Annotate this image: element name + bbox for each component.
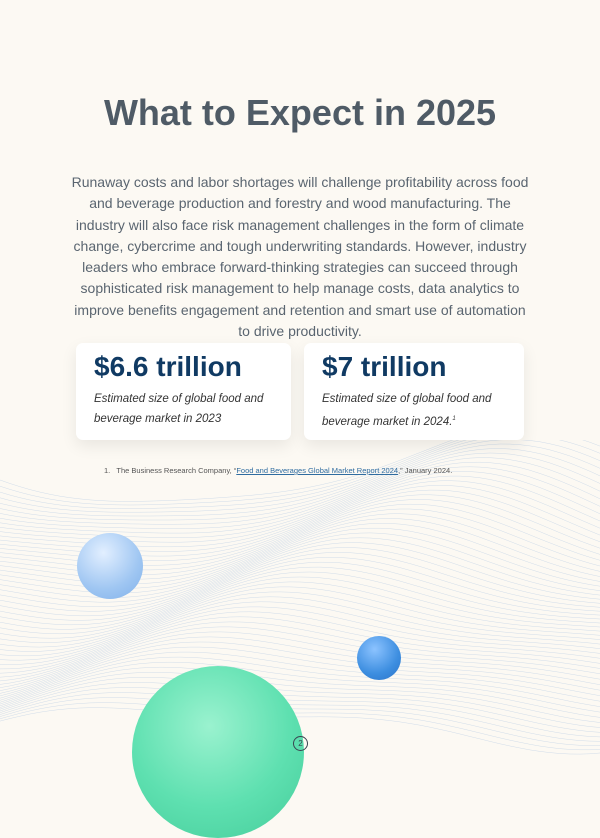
wave-line bbox=[0, 443, 600, 521]
wave-line bbox=[0, 542, 600, 617]
wave-line bbox=[0, 596, 600, 665]
stat-caption: Estimated size of global food and bevera… bbox=[94, 393, 264, 425]
wave-line bbox=[0, 571, 600, 643]
wave-line bbox=[0, 552, 600, 626]
wave-line bbox=[0, 452, 600, 529]
wave-line bbox=[0, 697, 600, 746]
wave-line bbox=[0, 677, 600, 728]
wave-line bbox=[0, 616, 600, 682]
blue-sphere-left bbox=[77, 533, 143, 599]
wave-line bbox=[0, 576, 600, 648]
wave-line bbox=[0, 641, 600, 697]
wave-line bbox=[0, 601, 600, 670]
wave-line bbox=[0, 440, 600, 517]
wave-line bbox=[0, 631, 600, 691]
wave-line bbox=[0, 440, 454, 502]
blue-sphere-right bbox=[357, 636, 401, 680]
stat-value: $6.6 trillion bbox=[94, 351, 242, 382]
wave-line bbox=[0, 636, 600, 694]
wave-line bbox=[0, 672, 600, 723]
wave-line bbox=[0, 687, 600, 738]
intro-paragraph: Runaway costs and labor shortages will c… bbox=[71, 174, 529, 340]
page-title: What to Expect in 2025 bbox=[103, 92, 497, 133]
wave-line bbox=[0, 692, 600, 742]
wave-line bbox=[0, 661, 600, 713]
wave-line bbox=[0, 448, 600, 525]
wave-line bbox=[0, 547, 600, 621]
wave-line bbox=[0, 566, 600, 639]
wave-line bbox=[0, 707, 600, 755]
stat-card-2023: $6.6 trillion Estimated size of global f… bbox=[76, 343, 291, 440]
stat-caption: Estimated size of global food and bevera… bbox=[322, 393, 492, 428]
wave-line bbox=[0, 626, 600, 688]
wave-line bbox=[0, 656, 600, 707]
page-number: 2 bbox=[293, 736, 308, 751]
wave-line bbox=[0, 471, 600, 548]
green-sphere bbox=[132, 666, 304, 838]
wave-line bbox=[0, 651, 600, 702]
wave-line bbox=[0, 457, 600, 534]
wave-line bbox=[0, 611, 600, 678]
wave-line bbox=[0, 606, 600, 674]
wave-line bbox=[0, 682, 600, 733]
wave-line bbox=[0, 621, 600, 685]
wave-line bbox=[0, 532, 600, 607]
wave-line bbox=[0, 440, 460, 506]
footnote-ref: 1 bbox=[452, 416, 456, 422]
wave-line bbox=[0, 527, 600, 603]
wave-line bbox=[0, 581, 600, 652]
wave-line bbox=[0, 586, 600, 657]
wave-line bbox=[0, 561, 600, 635]
wave-line bbox=[0, 537, 600, 612]
wave-line bbox=[0, 666, 600, 718]
wave-line bbox=[0, 440, 600, 513]
wave-line bbox=[0, 440, 600, 509]
footnote-link[interactable]: Food and Beverages Global Market Report … bbox=[236, 466, 399, 475]
wave-line bbox=[0, 591, 600, 661]
stat-card-2024: $7 trillion Estimated size of global foo… bbox=[304, 343, 524, 440]
footnote: 1. The Business Research Company, “Food … bbox=[104, 466, 453, 475]
stat-value: $7 trillion bbox=[322, 351, 447, 382]
wave-line bbox=[0, 557, 600, 630]
wave-line bbox=[0, 702, 600, 751]
wave-line bbox=[0, 646, 600, 699]
